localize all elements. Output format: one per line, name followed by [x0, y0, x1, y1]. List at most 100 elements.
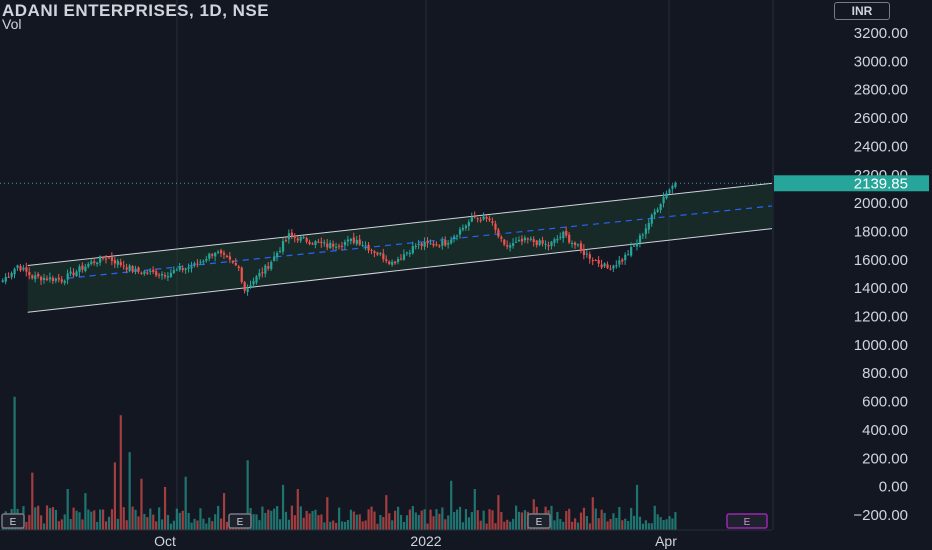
candle-body[interactable] [25, 267, 28, 272]
volume-bar[interactable] [482, 510, 485, 530]
regression-median-line[interactable] [67, 205, 773, 279]
candle-body[interactable] [659, 204, 662, 210]
candle-body[interactable] [671, 186, 674, 189]
volume-bar[interactable] [662, 519, 665, 530]
candle-body[interactable] [665, 193, 668, 199]
volume-bar[interactable] [500, 512, 503, 530]
volume-bar[interactable] [494, 523, 497, 530]
candle-body[interactable] [163, 275, 167, 277]
candle-body[interactable] [158, 274, 161, 276]
candle-body[interactable] [408, 253, 411, 255]
candle-body[interactable] [305, 237, 308, 242]
volume-bar[interactable] [515, 505, 518, 530]
volume-bar[interactable] [317, 515, 320, 530]
candle-body[interactable] [674, 183, 677, 188]
volume-bar[interactable] [638, 516, 642, 530]
candle-body[interactable] [208, 253, 211, 259]
volume-bar[interactable] [261, 506, 264, 530]
volume-bar[interactable] [290, 505, 293, 530]
volume-bar[interactable] [287, 519, 291, 530]
candle-body[interactable] [234, 263, 237, 266]
candle-body[interactable] [668, 189, 671, 194]
volume-bar[interactable] [107, 516, 111, 530]
volume-bar[interactable] [559, 519, 562, 530]
candle-body[interactable] [576, 244, 580, 246]
volume-bar[interactable] [102, 509, 105, 530]
volume-bar[interactable] [332, 520, 335, 530]
volume-bar[interactable] [523, 510, 527, 530]
candle-body[interactable] [326, 243, 329, 248]
volume-bar[interactable] [600, 509, 603, 530]
volume-bar[interactable] [255, 514, 258, 530]
candle-body[interactable] [66, 273, 69, 280]
candle-body[interactable] [104, 258, 108, 260]
candle-body[interactable] [399, 258, 403, 260]
candle-body[interactable] [414, 245, 417, 248]
volume-bar[interactable] [594, 508, 597, 530]
volume-bar[interactable] [169, 523, 173, 530]
candle-body[interactable] [606, 264, 609, 269]
volume-bar[interactable] [264, 512, 267, 530]
candle-body[interactable] [122, 265, 125, 267]
candle-body[interactable] [662, 196, 665, 204]
volume-bar[interactable] [606, 521, 609, 530]
candle-body[interactable] [630, 246, 633, 256]
candle-body[interactable] [627, 254, 630, 256]
candle-body[interactable] [544, 243, 547, 245]
candle-body[interactable] [373, 251, 376, 254]
candle-body[interactable] [110, 257, 114, 261]
candle-body[interactable] [656, 209, 659, 212]
volume-bar[interactable] [588, 523, 591, 530]
volume-bar[interactable] [612, 513, 615, 530]
candle-body[interactable] [556, 238, 559, 241]
volume-bar[interactable] [116, 518, 119, 530]
candle-body[interactable] [456, 235, 459, 237]
candle-body[interactable] [352, 237, 355, 243]
candle-body[interactable] [87, 264, 90, 267]
volume-bar[interactable] [576, 522, 580, 530]
volume-bar[interactable] [458, 506, 462, 530]
candle-body[interactable] [199, 261, 202, 263]
candle-body[interactable] [10, 273, 13, 278]
volume-bar[interactable] [184, 476, 187, 530]
volume-bar[interactable] [432, 516, 435, 530]
volume-bar[interactable] [503, 521, 506, 530]
volume-bar[interactable] [674, 512, 677, 530]
candle-body[interactable] [84, 266, 87, 271]
volume-bar[interactable] [441, 507, 444, 530]
candle-body[interactable] [314, 241, 317, 245]
volume-bar[interactable] [57, 521, 60, 530]
candle-body[interactable] [178, 266, 181, 270]
candle-body[interactable] [647, 222, 650, 230]
candle-body[interactable] [78, 266, 81, 272]
volume-bar[interactable] [13, 396, 16, 530]
candle-body[interactable] [181, 268, 184, 270]
earnings-marker[interactable] [228, 513, 252, 529]
volume-bar[interactable] [423, 509, 426, 530]
volume-bar[interactable] [63, 514, 66, 530]
volume-bar[interactable] [155, 521, 158, 530]
volume-bar[interactable] [370, 506, 373, 530]
candle-body[interactable] [618, 260, 621, 265]
candle-body[interactable] [346, 239, 350, 242]
volume-bar[interactable] [172, 520, 175, 530]
candle-body[interactable] [102, 257, 105, 259]
candle-body[interactable] [125, 267, 128, 270]
candle-body[interactable] [279, 251, 282, 253]
volume-bar[interactable] [214, 514, 217, 530]
candle-body[interactable] [302, 236, 305, 238]
volume-bar[interactable] [579, 512, 583, 530]
candle-body[interactable] [547, 245, 550, 247]
volume-bar[interactable] [193, 518, 196, 530]
candle-body[interactable] [119, 262, 122, 265]
candle-body[interactable] [202, 260, 205, 262]
volume-bar[interactable] [311, 510, 314, 530]
candle-body[interactable] [376, 252, 379, 255]
candle-body[interactable] [423, 242, 426, 247]
volume-bar[interactable] [574, 518, 577, 530]
candle-body[interactable] [37, 273, 40, 277]
last-price-tag[interactable] [774, 175, 929, 192]
candle-body[interactable] [290, 232, 293, 236]
volume-bar[interactable] [517, 511, 521, 530]
volume-bar[interactable] [104, 521, 108, 530]
